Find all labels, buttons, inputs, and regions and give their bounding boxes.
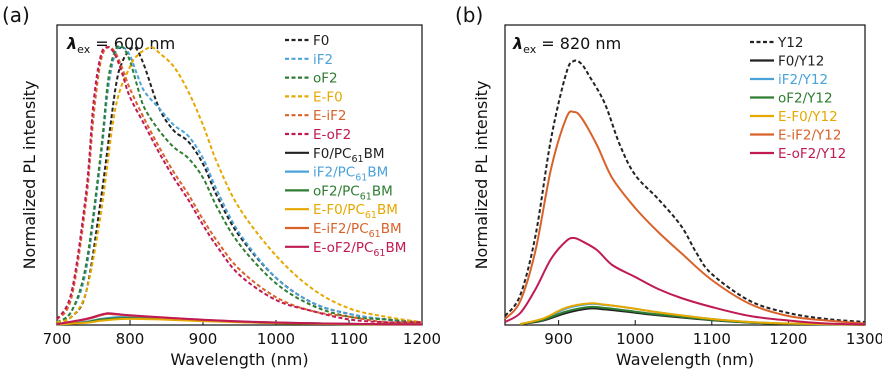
plot-frame-b [504,24,866,326]
panel-a-label: (a) [2,3,30,27]
x-axis-label-b: Wavelength (nm) [616,350,754,369]
series-line-a-of2 [56,44,423,324]
legend-label-a-of2: oF2 [313,71,338,87]
legend-label-a-e-f0-pc61bm: E-F0/PC61BM [313,202,398,221]
series-line-a-e-of2-pc61bm [56,312,423,326]
series-line-b-y12 [504,59,866,323]
legend-label-a-f0-pc61bm: F0/PC61BM [313,146,385,165]
series-line-a-e-of2 [56,46,423,324]
legend-label-b-e-of2-y12: E-oF2/Y12 [778,146,846,162]
x-tick-label-b-1000: 1000 [616,330,654,348]
x-tick-label-b-1300: 1300 [846,330,882,348]
chart-panel-b: 900 1000 1100 1200 1300 Wavelength (nm) Normal… [472,24,882,369]
x-axis-label-a: Wavelength (nm) [170,350,308,369]
series-line-a-e-if2 [56,45,423,324]
legend-label-a-f0: F0 [313,33,329,49]
legend-label-b-if2-y12: iF2/Y12 [778,72,828,88]
x-tick-label-b-1200: 1200 [769,330,807,348]
chart-panel-a: 700 800 900 1000 1100 1200 Wavelength (nm) Norm… [20,24,441,369]
legend-label-a-if2: iF2 [313,52,333,68]
legend-label-b-e-if2-y12: E-iF2/Y12 [778,128,841,144]
y-axis-label-b: Normalized PL intensity [472,81,491,270]
x-tick-label-b-1100: 1100 [693,330,731,348]
legend-label-b-e-f0-y12: E-F0/Y12 [778,109,838,125]
plot-frame-a [56,24,423,326]
panel-b-label: (b) [455,3,483,27]
x-tick-label-b-900: 900 [544,330,573,348]
legend-label-b-of2-y12: oF2/Y12 [778,91,833,107]
series-line-a-e-f0 [56,46,423,324]
series-line-a-f0 [56,46,423,324]
legend-label-a-e-if2-pc61bm: E-iF2/PC61BM [313,221,402,240]
x-tick-label-a-800: 800 [116,330,145,348]
y-axis-label-a: Normalized PL intensity [20,81,39,270]
legend-label-a-e-if2: E-iF2 [313,108,347,124]
x-tick-label-a-700: 700 [43,330,72,348]
excitation-annotation-b: λex = 820 nm [512,34,621,56]
series-line-b-e-if2-y12 [504,110,866,325]
legend-label-b-y12: Y12 [777,35,803,51]
x-tick-label-a-1200: 1200 [403,330,441,348]
series-line-b-e-f0-y12 [520,302,866,326]
legend-label-b-f0-y12: F0/Y12 [778,54,824,70]
legend-label-a-e-f0: E-F0 [313,89,343,105]
series-line-a-if2 [56,45,423,324]
legend-label-a-e-of2-pc61bm: E-oF2/PC61BM [313,240,406,259]
x-tick-label-a-1100: 1100 [330,330,368,348]
legend-label-a-of2-pc61bm: oF2/PC61BM [313,183,393,202]
legend-label-a-if2-pc61bm: iF2/PC61BM [313,165,388,184]
x-tick-label-a-900: 900 [189,330,218,348]
legend-label-a-e-of2: E-oF2 [313,127,351,143]
series-line-b-e-of2-y12 [504,236,866,326]
x-tick-label-a-1000: 1000 [257,330,295,348]
